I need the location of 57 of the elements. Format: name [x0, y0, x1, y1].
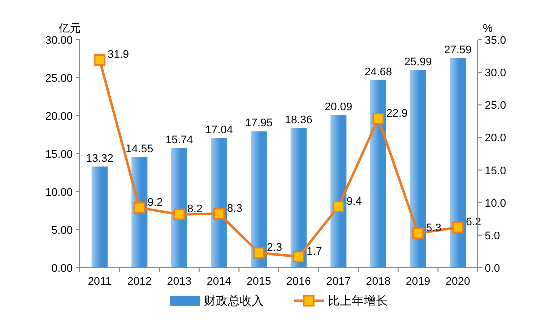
x-tick-label: 2017: [326, 276, 351, 288]
y2-tick-label: 20.0: [485, 132, 506, 145]
point: [412, 228, 424, 240]
point: [452, 222, 464, 234]
point: [214, 208, 226, 220]
x-tick-label: 2019: [406, 276, 431, 288]
data-label: 8.3: [227, 202, 243, 215]
y2-tick-label: 10.0: [485, 198, 506, 210]
y-tick-label: 10.00: [45, 187, 73, 199]
legend-label: 比上年增长: [328, 294, 388, 308]
point: [134, 202, 146, 214]
data-label: 20.09: [324, 101, 352, 114]
data-label: 25.99: [404, 56, 432, 68]
data-label: 15.74: [166, 134, 194, 146]
x-tick-label: 2018: [366, 276, 391, 288]
y2-tick-label: 15.0: [485, 165, 506, 178]
point: [372, 113, 384, 125]
data-label: 14.55: [126, 143, 154, 156]
data-label: 31.9: [108, 49, 130, 62]
data-label: 24.68: [364, 66, 392, 78]
y-axis-title: 亿元: [58, 23, 81, 35]
y-tick-label: 20.00: [45, 111, 73, 123]
data-label: 17.95: [245, 118, 273, 130]
x-tick-label: 2014: [207, 276, 232, 288]
x-tick-label: 2012: [127, 276, 152, 288]
point: [293, 251, 305, 263]
x-tick-label: 2016: [286, 276, 312, 288]
y-tick-label: 30.00: [45, 35, 73, 47]
x-tick-label: 2020: [446, 276, 470, 288]
y-tick-label: 25.00: [45, 73, 73, 85]
point: [332, 201, 344, 213]
y-tick-label: 0.00: [52, 263, 73, 275]
y2-tick-label: 0.0: [485, 263, 500, 275]
y-tick-label: 5.00: [52, 225, 73, 237]
y2-axis-title: %: [483, 23, 494, 35]
x-tick-label: 2015: [246, 276, 272, 288]
data-label: 1.7: [306, 246, 322, 258]
x-tick-label: 2013: [167, 276, 192, 288]
data-label: 22.9: [386, 108, 408, 120]
y2-tick-label: 35.0: [485, 35, 506, 47]
data-label: 2.3: [267, 242, 282, 254]
data-label: 27.59: [444, 44, 472, 56]
point: [253, 247, 265, 259]
y2-tick-label: 30.0: [485, 68, 506, 80]
data-label: 8.2: [188, 204, 203, 216]
legend-label: 财政总收入: [204, 294, 264, 308]
point: [94, 54, 106, 66]
y2-tick-label: 5.0: [485, 230, 500, 242]
y2-tick-label: 25.0: [485, 100, 506, 112]
data-label: 13.32: [86, 152, 114, 165]
data-label: 17.04: [206, 124, 234, 136]
x-tick-label: 2011: [88, 276, 112, 288]
y-tick-label: 15.00: [45, 149, 73, 161]
data-label: 9.4: [346, 196, 362, 208]
data-label: 18.36: [285, 114, 313, 126]
data-label: 9.2: [148, 197, 163, 210]
point: [174, 208, 186, 220]
